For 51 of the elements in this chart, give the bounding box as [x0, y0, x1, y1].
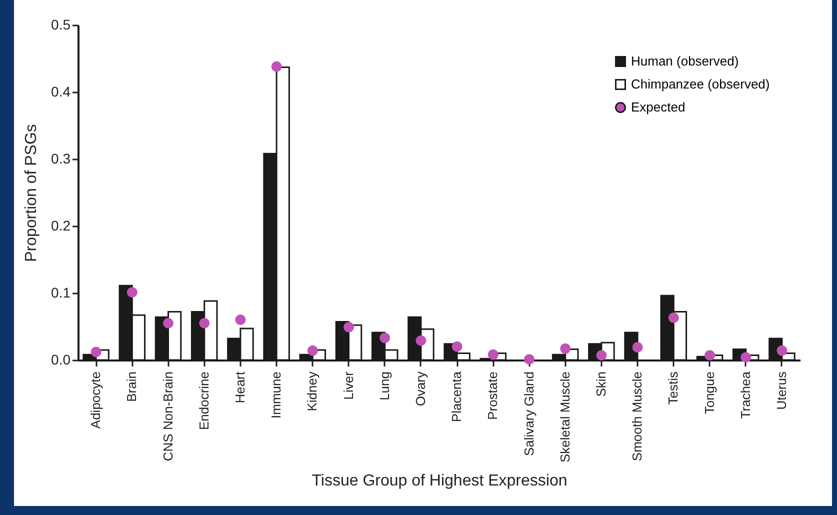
x-tick-label: Prostate — [485, 372, 500, 420]
point — [271, 61, 282, 72]
point — [199, 318, 210, 328]
point — [740, 352, 752, 363]
point — [416, 335, 426, 346]
point — [126, 287, 138, 298]
x-tick-label: Heart — [232, 371, 248, 404]
x-tick-label: Uterus — [774, 371, 789, 410]
x-tick-label: Lung — [376, 372, 392, 400]
x-tick-label: Trachea — [738, 370, 753, 419]
point — [235, 314, 246, 326]
point — [632, 342, 643, 353]
x-tick-label: Tongue — [702, 372, 717, 414]
legend-label: Expected — [631, 100, 686, 114]
x-tick-label: Endocrine — [196, 372, 212, 430]
y-axis-title: Proportion of PSGs — [23, 124, 40, 262]
point — [704, 350, 715, 361]
y-tick-label: 0.4 — [51, 84, 71, 100]
point — [307, 345, 318, 356]
point — [380, 332, 390, 344]
point — [524, 354, 534, 365]
legend-label: Human (observed) — [631, 54, 739, 68]
x-tick-label: Ovary — [412, 371, 428, 406]
point — [163, 318, 174, 328]
x-tick-label: Adipocyte — [88, 372, 104, 429]
y-tick-label: 0.5 — [51, 16, 71, 32]
x-tick-label: Skin — [593, 372, 608, 397]
x-tick-label: Smooth Muscle — [630, 372, 645, 462]
point — [488, 349, 498, 360]
y-tick-label: 0.2 — [51, 218, 71, 234]
x-axis-title: Tissue Group of Highest Expression — [312, 472, 568, 490]
y-tick-label: 0.3 — [51, 150, 71, 166]
x-tick-label: Immune — [268, 372, 284, 418]
x-tick-label: CNS Non-Brain — [160, 372, 176, 462]
point — [668, 312, 679, 324]
x-tick-label: Salivary Gland — [521, 372, 536, 456]
x-tick-label: Kidney — [304, 371, 320, 412]
point — [596, 350, 607, 361]
point — [452, 341, 462, 352]
x-tick-label: Liver — [340, 370, 356, 400]
point — [560, 343, 571, 354]
y-tick-label: 0.1 — [51, 284, 71, 300]
point — [344, 322, 354, 332]
point — [776, 345, 788, 356]
legend-label: Chimpanzee (observed) — [631, 76, 770, 92]
y-tick-label: 0.0 — [51, 352, 71, 368]
x-tick-label: Skeletal Muscle — [557, 372, 572, 463]
x-tick-label: Placenta — [449, 370, 464, 422]
point — [90, 346, 102, 358]
x-tick-label: Brain — [124, 372, 140, 402]
x-tick-label: Testis — [666, 371, 681, 405]
